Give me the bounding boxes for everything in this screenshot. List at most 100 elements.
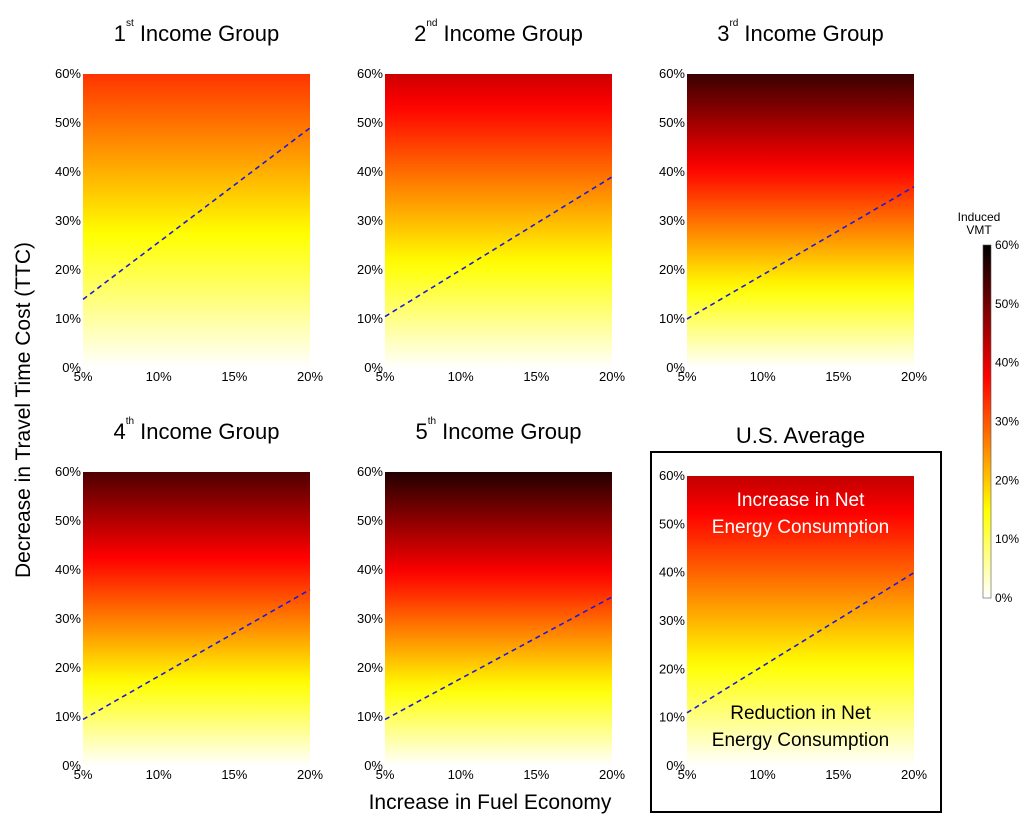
y-tick-label: 30% [659, 213, 685, 228]
y-tick-label: 40% [659, 565, 685, 580]
y-tick-label: 50% [357, 513, 383, 528]
colorbar-tick-label: 50% [995, 297, 1019, 311]
breakeven-line [82, 127, 311, 301]
x-tick-label: 15% [221, 767, 247, 782]
y-tick-label: 40% [357, 164, 383, 179]
x-tick-label: 10% [448, 767, 474, 782]
x-tick-label: 10% [448, 369, 474, 384]
y-tick-label: 50% [659, 516, 685, 531]
y-tick-label: 50% [357, 115, 383, 130]
panel-title: U.S. Average [736, 423, 865, 448]
panel-title: 1st Income Group [114, 18, 279, 46]
x-tick-label: 15% [825, 369, 851, 384]
y-tick-label: 20% [659, 661, 685, 676]
x-tick-label: 15% [523, 767, 549, 782]
y-tick-label: 30% [659, 613, 685, 628]
y-tick-label: 50% [55, 115, 81, 130]
x-tick-label: 20% [297, 369, 323, 384]
panel-6: 0% 10% 20% 30% 40% 50% 60% 5% 10% 15% 20% U.S. Aver… [650, 423, 942, 813]
x-tick-label: 15% [825, 767, 851, 782]
heatmap-area [83, 472, 310, 766]
colorbar-tick-label: 20% [995, 473, 1019, 487]
x-tick-label: 20% [901, 369, 927, 384]
colorbar-scale [982, 244, 992, 599]
breakeven-line [384, 596, 613, 721]
panel-5: 0% 10% 20% 30% 40% 50% 60% 5% 10% 15% 20% 5th Income… [357, 416, 625, 782]
y-tick-label: 30% [357, 213, 383, 228]
y-tick-label: 10% [357, 709, 383, 724]
x-tick-label: 5% [678, 369, 697, 384]
y-tick-label: 40% [55, 164, 81, 179]
x-tick-label: 10% [146, 369, 172, 384]
y-tick-label: 40% [55, 562, 81, 577]
y-tick-label: 50% [659, 115, 685, 130]
y-tick-label: 0% [364, 360, 383, 375]
highlight-box [650, 451, 942, 813]
colorbar-title: Induced [958, 210, 1001, 224]
x-tick-label: 5% [678, 767, 697, 782]
y-tick-label: 20% [55, 262, 81, 277]
heatmap-area [687, 74, 914, 368]
colorbar-tick-label: 0% [995, 591, 1013, 605]
colorbar-tick-label: 10% [995, 532, 1019, 546]
panel-title: 5th Income Group [416, 416, 582, 444]
x-tick-label: 15% [523, 369, 549, 384]
annotation-reduction: Energy Consumption [712, 730, 889, 751]
y-tick-label: 10% [659, 311, 685, 326]
annotation-increase: Energy Consumption [712, 517, 889, 538]
panel-2: 0% 10% 20% 30% 40% 50% 60% 5% 10% 15% 20% 2nd Income… [357, 18, 625, 384]
y-tick-label: 20% [357, 262, 383, 277]
x-tick-label: 20% [599, 369, 625, 384]
x-tick-label: 20% [599, 767, 625, 782]
heatmap-area [385, 74, 612, 368]
y-tick-label: 30% [55, 611, 81, 626]
y-tick-label: 30% [55, 213, 81, 228]
panel-1: 0% 10% 20% 30% 40% 50% 60% 5% 10% 15% 20% 1st Income… [55, 18, 323, 384]
x-tick-label: 10% [750, 369, 776, 384]
y-tick-label: 60% [659, 66, 685, 81]
y-tick-label: 20% [659, 262, 685, 277]
panel-3: 0% 10% 20% 30% 40% 50% 60% 5% 10% 15% 20% 3rd Income… [659, 18, 927, 384]
x-tick-label: 10% [146, 767, 172, 782]
panel-title: 3rd Income Group [717, 18, 884, 46]
y-tick-label: 60% [659, 468, 685, 483]
heatmap-area [385, 472, 612, 766]
y-tick-label: 30% [357, 611, 383, 626]
y-tick-label: 60% [357, 464, 383, 479]
x-tick-label: 5% [376, 767, 395, 782]
y-tick-label: 60% [55, 464, 81, 479]
x-tick-label: 5% [74, 369, 93, 384]
panels: 0% 10% 20% 30% 40% 50% 60% 5% 10% 15% 20% 1st Income… [55, 18, 942, 813]
y-tick-label: 40% [659, 164, 685, 179]
x-tick-label: 5% [74, 767, 93, 782]
x-tick-label: 10% [750, 767, 776, 782]
y-tick-label: 10% [659, 710, 685, 725]
panel-4: 0% 10% 20% 30% 40% 50% 60% 5% 10% 15% 20% 4th Income… [55, 416, 323, 782]
annotation-increase: Increase in Net [737, 490, 866, 511]
x-tick-label: 5% [376, 369, 395, 384]
y-tick-label: 60% [55, 66, 81, 81]
y-tick-label: 0% [62, 758, 81, 773]
y-tick-label: 40% [357, 562, 383, 577]
colorbar-tick-label: 40% [995, 356, 1019, 370]
breakeven-line [686, 186, 915, 320]
y-tick-label: 50% [55, 513, 81, 528]
y-tick-label: 0% [666, 758, 685, 773]
y-tick-label: 20% [55, 660, 81, 675]
y-tick-label: 20% [357, 660, 383, 675]
y-tick-label: 10% [357, 311, 383, 326]
colorbar-title: VMT [966, 223, 992, 237]
panel-title: 4th Income Group [114, 416, 280, 444]
heatmap-area [83, 74, 310, 368]
y-tick-label: 0% [62, 360, 81, 375]
y-tick-label: 10% [55, 709, 81, 724]
panel-title: 2nd Income Group [414, 18, 583, 46]
y-tick-label: 0% [666, 360, 685, 375]
colorbar-tick-label: 60% [995, 238, 1019, 252]
x-tick-label: 15% [221, 369, 247, 384]
colorbar-tick-label: 30% [995, 415, 1019, 429]
y-tick-label: 60% [357, 66, 383, 81]
x-axis-label: Increase in Fuel Economy [369, 791, 612, 814]
annotation-reduction: Reduction in Net [730, 703, 871, 724]
